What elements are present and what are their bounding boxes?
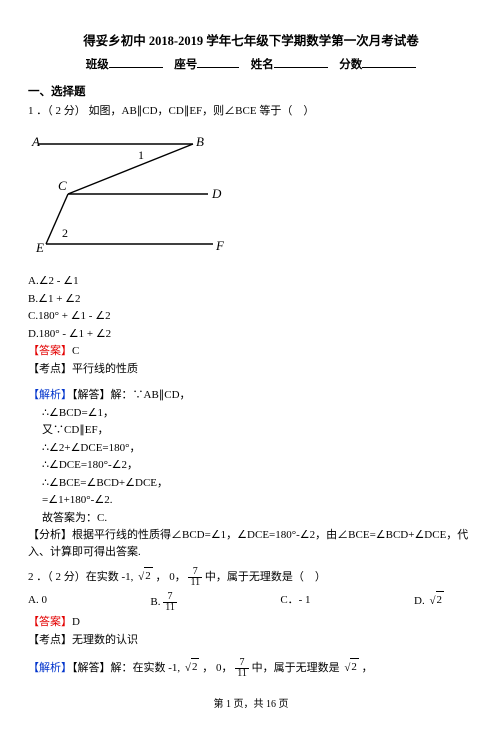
- class-blank[interactable]: [109, 55, 163, 68]
- q1-opt-b: B.∠1 + ∠2: [28, 291, 474, 308]
- q2-stem-pre: 2 ．（ 2 分）在实数: [28, 571, 122, 583]
- q1-answer: 【答案】C: [28, 343, 474, 360]
- q1-jiexi-line1: 【解析】【解答】解：∵AB∥CD，: [28, 387, 474, 404]
- sqrt2-sol-icon: 2: [183, 659, 200, 677]
- q2-stem-mid: 中，属于无理数是（ ）: [205, 571, 326, 583]
- seat-label: 座号: [174, 59, 197, 71]
- svg-text:B: B: [196, 134, 204, 149]
- sqrt2-ans-icon: 2: [342, 659, 359, 677]
- q1-opt-d: D.180° - ∠1 + ∠2: [28, 326, 474, 343]
- q1-sol-8: 故答案为：C.: [42, 510, 474, 527]
- fraction-7-11: 711: [188, 567, 202, 588]
- sqrt2-rad: 2: [144, 567, 153, 585]
- fraction-7-11-b: 711: [163, 592, 177, 613]
- jiexi-label-2: 【解析】: [28, 662, 72, 674]
- class-label: 班级: [86, 59, 109, 71]
- q1-figure: A B 1 C D E F 2: [28, 124, 474, 270]
- q2-opt-d: D. 2: [414, 592, 444, 613]
- q2-answer-value: D: [72, 616, 80, 628]
- q1-sol-3: 又∵CD∥EF，: [42, 422, 474, 439]
- q1-kaodian: 【考点】平行线的性质: [28, 361, 474, 378]
- jiexi-label: 【解析】: [28, 389, 72, 401]
- frac-den-sol: 11: [235, 669, 249, 679]
- q2-sol-post: 中，属于无理数是: [252, 662, 343, 674]
- q2-stem: 2 ．（ 2 分）在实数 -1, 2 ， 0， 711 中，属于无理数是（ ）: [28, 567, 474, 588]
- sqrt2-d-rad: 2: [436, 591, 445, 609]
- section-1-heading: 一、选择题: [28, 84, 474, 101]
- q1-opt-c: C.180° + ∠1 - ∠2: [28, 308, 474, 325]
- q2-optb-pre: B.: [150, 596, 163, 608]
- q2-sol-zero: 0，: [216, 662, 233, 674]
- svg-text:2: 2: [62, 226, 68, 240]
- sqrt2-d-icon: 2: [427, 592, 444, 610]
- svg-text:C: C: [58, 178, 67, 193]
- seat-blank[interactable]: [197, 55, 239, 68]
- svg-text:1: 1: [138, 148, 144, 162]
- sqrt2-icon: 2: [136, 568, 153, 586]
- q1-opt-a: A.∠2 - ∠1: [28, 273, 474, 290]
- q1-fenxi: 【分析】根据平行线的性质得∠BCD=∠1，∠DCE=180°-∠2，由∠BCE=…: [28, 527, 474, 560]
- q2-answer: 【答案】D: [28, 614, 474, 631]
- q2-sol-c1: ，: [202, 662, 213, 674]
- name-label: 姓名: [251, 59, 274, 71]
- q2-opt-a: A. 0: [28, 592, 47, 613]
- svg-text:F: F: [215, 238, 225, 253]
- q2-sol-pre: 解：在实数: [111, 662, 169, 674]
- frac-den-b: 11: [163, 603, 177, 613]
- answer-label: 【答案】: [28, 345, 72, 357]
- q1-stem: 1 ．（ 2 分） 如图，AB∥CD，CD∥EF，则∠BCE 等于（ ）: [28, 103, 474, 120]
- svg-text:A: A: [31, 134, 40, 149]
- kaodian-label-2: 【考点】: [28, 634, 72, 646]
- q1-sol-2: ∴∠BCD=∠1，: [42, 405, 474, 422]
- sqrt2-ans-rad: 2: [350, 658, 359, 676]
- q1-sol-6: ∴∠BCE=∠BCD+∠DCE，: [42, 475, 474, 492]
- exam-title: 得妥乡初中 2018-2019 学年七年级下学期数学第一次月考试卷: [28, 32, 474, 51]
- name-blank[interactable]: [274, 55, 328, 68]
- svg-text:D: D: [211, 186, 222, 201]
- jieda-label-2: 【解答】: [72, 662, 111, 674]
- sqrt2-sol-rad: 2: [191, 658, 200, 676]
- q2-jiexi-line1: 【解析】【解答】解：在实数 -1, 2 ， 0， 711 中，属于无理数是 2 …: [28, 658, 474, 679]
- q2-optd-pre: D.: [414, 595, 425, 607]
- q2-kaodian: 【考点】无理数的认识: [28, 632, 474, 649]
- q2-opt-b: B. 711: [150, 592, 176, 613]
- fraction-7-11-sol: 711: [235, 658, 249, 679]
- q2-sol-neg1: -1,: [168, 662, 180, 674]
- page-footer: 第 1 页，共 16 页: [28, 697, 474, 712]
- kaodian-label: 【考点】: [28, 363, 72, 375]
- q2-neg1: -1,: [122, 571, 134, 583]
- q1-sol-5: ∴∠DCE=180°-∠2，: [42, 457, 474, 474]
- score-label: 分数: [339, 59, 362, 71]
- q1-answer-value: C: [72, 345, 79, 357]
- q2-options-row: A. 0 B. 711 C．- 1 D. 2: [28, 592, 474, 613]
- svg-text:E: E: [35, 240, 44, 255]
- q1-sol-4: ∴∠2+∠DCE=180°，: [42, 440, 474, 457]
- q2-opt-c: C．- 1: [280, 592, 310, 613]
- q2-comma1: ，: [155, 571, 166, 583]
- answer-label-2: 【答案】: [28, 616, 72, 628]
- frac-den: 11: [188, 578, 202, 588]
- jieda-label: 【解答】: [72, 389, 111, 401]
- q1-kaodian-value: 平行线的性质: [72, 363, 138, 375]
- score-blank[interactable]: [362, 55, 416, 68]
- header-fields-row: 班级 座号 姓名 分数: [28, 55, 474, 74]
- q2-zero: 0，: [169, 571, 186, 583]
- q2-kaodian-value: 无理数的认识: [72, 634, 138, 646]
- q1-sol-7: =∠1+180°-∠2.: [42, 492, 474, 509]
- q1-sol-1: 解：∵AB∥CD，: [111, 389, 191, 401]
